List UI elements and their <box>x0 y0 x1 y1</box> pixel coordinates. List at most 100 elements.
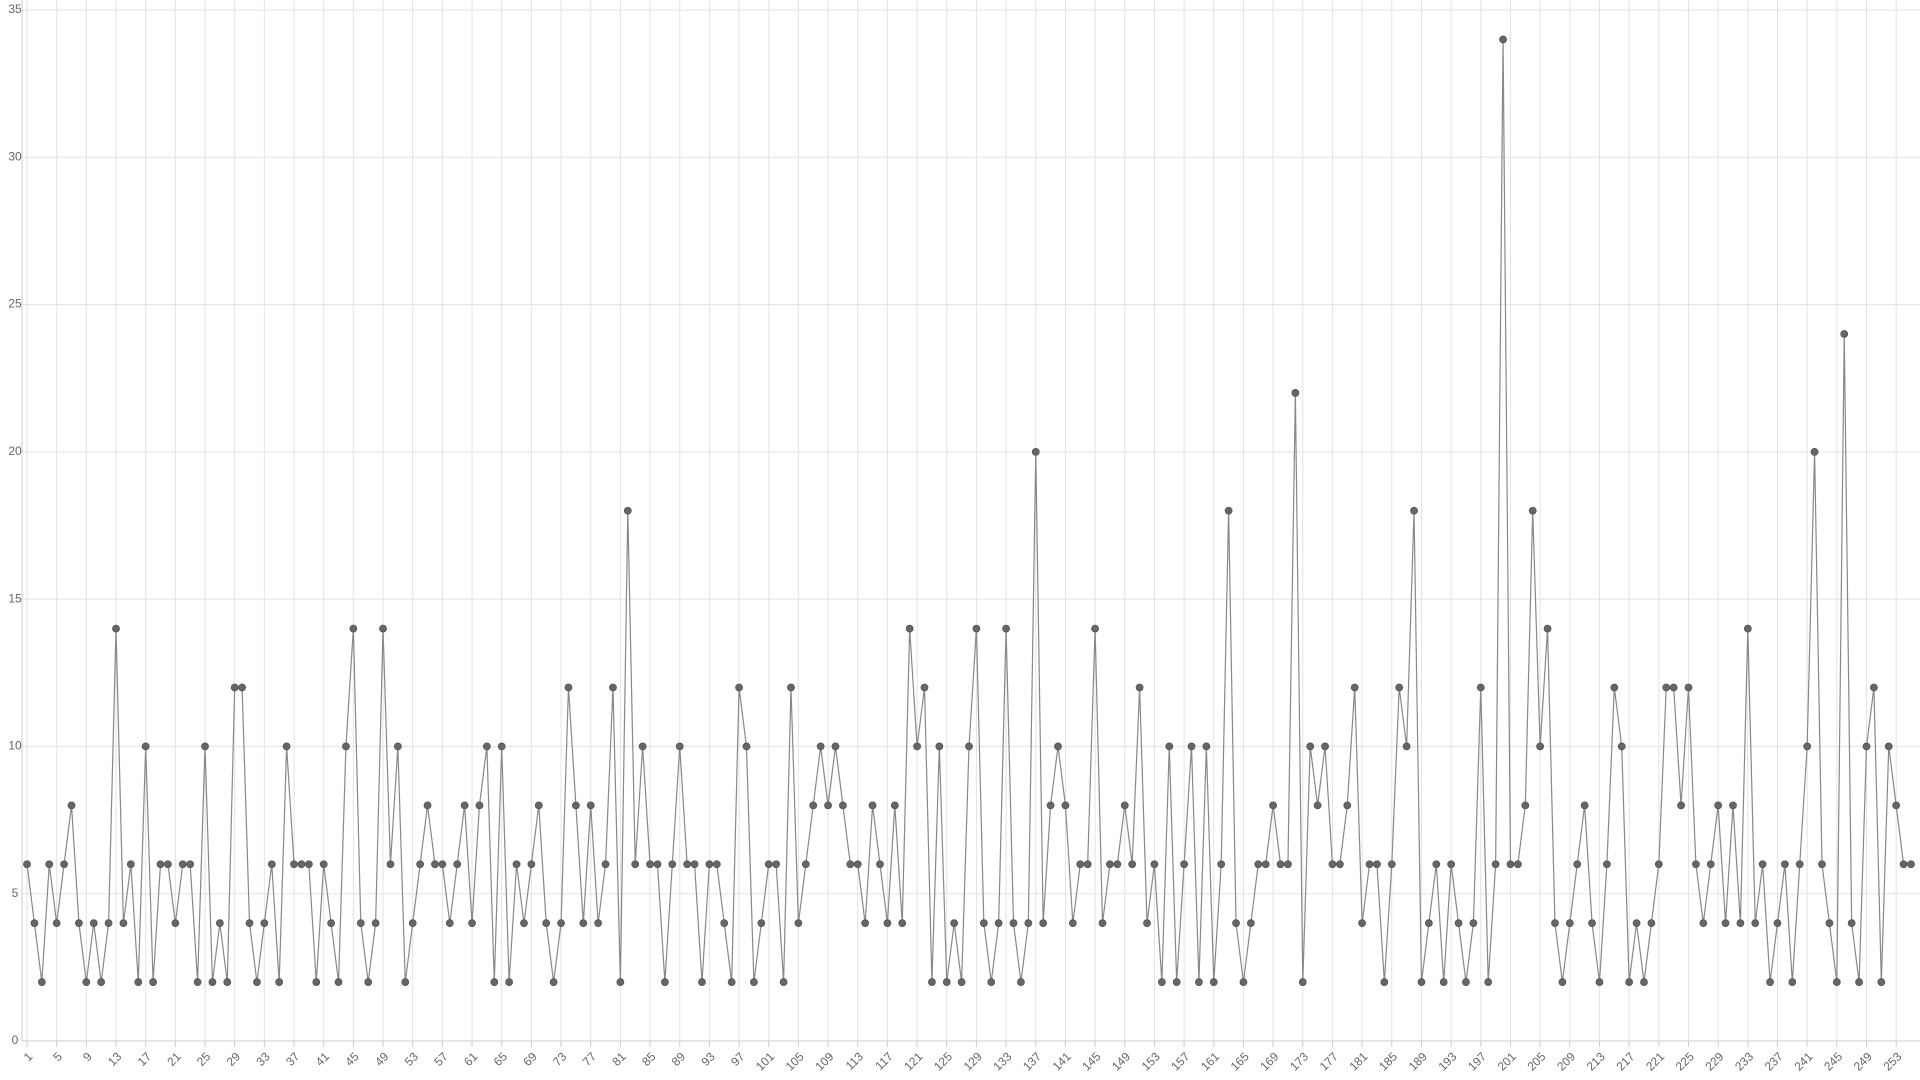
data-point <box>327 919 336 928</box>
data-point <box>223 978 232 986</box>
data-point <box>1892 801 1901 810</box>
x-tick-label: 45 <box>342 1049 362 1069</box>
x-tick-label: 165 <box>1228 1049 1252 1073</box>
y-tick-label: 15 <box>8 591 22 605</box>
data-point <box>1855 978 1863 986</box>
data-point <box>215 919 224 928</box>
data-point <box>149 978 157 986</box>
x-tick-label: 197 <box>1465 1049 1489 1073</box>
x-tick-label: 149 <box>1109 1049 1133 1073</box>
x-tick-label: 125 <box>931 1049 955 1073</box>
data-point <box>1261 860 1270 869</box>
data-point <box>1758 860 1767 869</box>
x-tick-label: 17 <box>135 1049 155 1069</box>
data-point <box>37 978 46 986</box>
data-point <box>623 506 632 515</box>
data-point <box>1521 801 1530 810</box>
data-point <box>1239 978 1248 986</box>
data-point <box>1595 978 1604 986</box>
data-point <box>579 919 588 928</box>
data-point <box>1617 742 1626 751</box>
data-point <box>1054 742 1062 751</box>
data-point <box>75 919 83 928</box>
data-point <box>1313 801 1322 810</box>
x-tick-label: 41 <box>313 1049 333 1069</box>
data-point <box>1291 389 1300 397</box>
data-point <box>1009 919 1018 928</box>
data-point <box>1276 860 1285 869</box>
x-tick-label: 177 <box>1317 1049 1341 1073</box>
data-point <box>1083 860 1092 869</box>
data-point <box>282 742 291 751</box>
x-tick-label: 253 <box>1880 1049 1904 1073</box>
data-point <box>208 978 217 986</box>
data-point <box>787 683 795 692</box>
x-tick-label: 109 <box>812 1049 836 1073</box>
x-tick-label: 225 <box>1673 1049 1697 1073</box>
data-point <box>1773 919 1782 928</box>
data-point <box>653 860 662 869</box>
data-point <box>749 978 758 986</box>
data-point <box>920 683 929 692</box>
data-point <box>1862 742 1871 751</box>
x-tick-label: 121 <box>901 1049 925 1073</box>
data-point <box>238 683 247 692</box>
x-tick-label: 1 <box>21 1049 36 1064</box>
data-point <box>416 860 425 869</box>
data-point <box>534 801 543 810</box>
data-point <box>1284 860 1292 869</box>
data-point <box>1462 978 1470 986</box>
data-point <box>631 860 640 869</box>
data-point <box>1558 978 1567 986</box>
y-tick-label: 25 <box>8 297 22 311</box>
data-point <box>564 683 573 692</box>
data-point <box>453 860 462 869</box>
data-point <box>520 919 528 928</box>
data-point <box>1387 860 1396 869</box>
x-tick-label: 245 <box>1821 1049 1845 1073</box>
data-point <box>1781 860 1789 869</box>
data-line <box>26 39 1911 983</box>
data-point <box>1269 801 1278 810</box>
data-point <box>1143 919 1151 928</box>
data-point <box>1321 742 1329 751</box>
data-point <box>772 860 781 869</box>
data-point <box>408 919 417 928</box>
data-point <box>1580 801 1589 810</box>
data-point <box>468 919 476 928</box>
data-point <box>987 978 996 986</box>
data-point <box>1699 919 1708 928</box>
data-point <box>490 978 499 986</box>
data-point <box>913 742 921 751</box>
y-tick-label: 35 <box>8 2 22 16</box>
data-point <box>1447 860 1456 869</box>
data-point <box>201 742 209 751</box>
data-point <box>82 978 91 986</box>
data-point <box>1410 506 1418 515</box>
data-point <box>438 860 447 869</box>
data-point <box>186 860 195 869</box>
data-point <box>126 860 135 869</box>
data-point <box>1358 919 1367 928</box>
x-tick-label: 77 <box>580 1049 600 1069</box>
y-tick-label: 5 <box>12 886 19 900</box>
y-tick-label: 10 <box>8 739 22 753</box>
data-point <box>371 919 380 928</box>
data-point <box>1232 919 1240 928</box>
y-tick-label: 30 <box>8 149 22 163</box>
data-point <box>1365 860 1374 869</box>
data-point <box>1120 801 1129 810</box>
data-point <box>164 860 172 869</box>
data-point <box>1165 742 1174 751</box>
data-point <box>801 860 810 869</box>
x-tick-label: 205 <box>1524 1049 1548 1073</box>
x-tick-label: 93 <box>698 1049 718 1069</box>
x-tick-label: 129 <box>961 1049 985 1073</box>
data-point <box>342 742 350 751</box>
data-point <box>742 742 751 751</box>
data-point <box>1150 860 1159 869</box>
data-point <box>112 624 120 633</box>
x-tick-label: 89 <box>669 1049 689 1069</box>
x-tick-label: 237 <box>1762 1049 1786 1073</box>
data-point <box>735 683 743 692</box>
